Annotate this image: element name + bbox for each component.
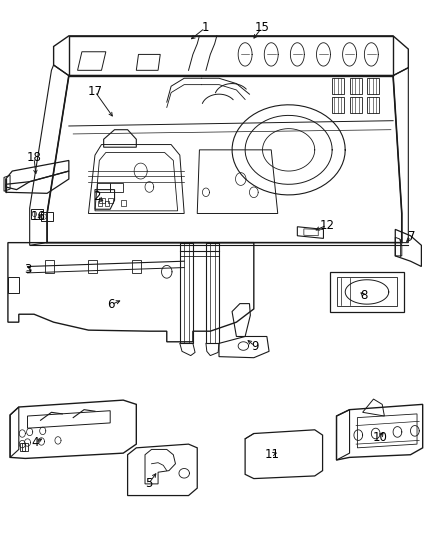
Text: 5: 5	[145, 478, 152, 490]
Text: 18: 18	[27, 151, 42, 164]
Text: 9: 9	[251, 340, 258, 352]
Text: 16: 16	[31, 209, 46, 223]
Text: 11: 11	[265, 448, 279, 461]
Text: 17: 17	[88, 85, 102, 98]
Text: 7: 7	[408, 230, 415, 243]
Text: 2: 2	[93, 190, 101, 203]
Text: 15: 15	[254, 21, 269, 35]
Text: 8: 8	[360, 289, 367, 302]
Text: 1: 1	[201, 21, 209, 35]
Text: 3: 3	[24, 263, 31, 276]
Text: 4: 4	[32, 436, 39, 449]
Text: 12: 12	[319, 219, 335, 232]
Text: 6: 6	[107, 298, 115, 311]
Text: 10: 10	[373, 431, 388, 444]
